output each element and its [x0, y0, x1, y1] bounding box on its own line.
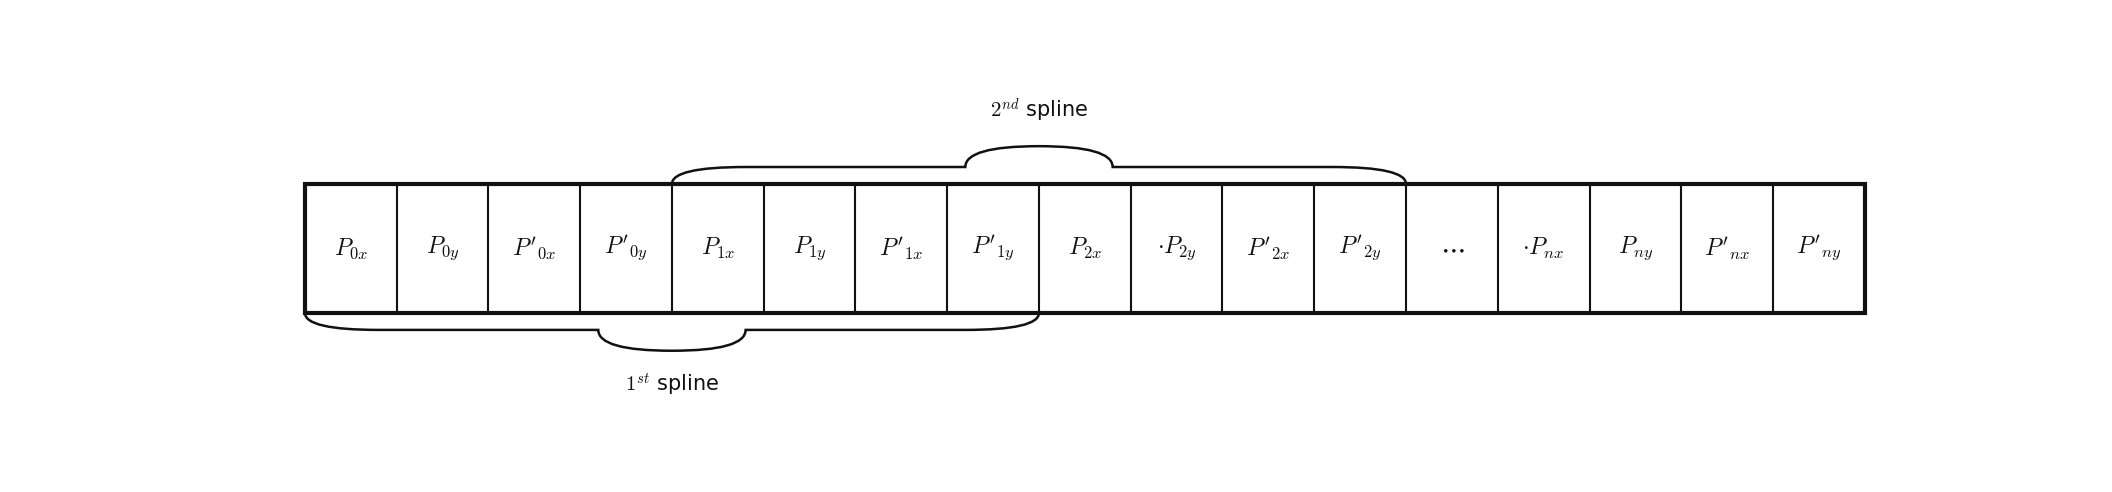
Text: $P_{0x}$: $P_{0x}$ [334, 236, 367, 261]
Text: $P'_{ny}$: $P'_{ny}$ [1797, 234, 1842, 263]
Text: $P'_{0x}$: $P'_{0x}$ [513, 235, 555, 262]
Text: $\cdot P_{2y}$: $\cdot P_{2y}$ [1157, 235, 1198, 262]
Bar [304, 184, 1865, 313]
Text: $P_{0y}$: $P_{0y}$ [427, 235, 458, 262]
Text: $P_{2x}$: $P_{2x}$ [1069, 236, 1102, 261]
Text: $1^{st}$ spline: $1^{st}$ spline [625, 371, 718, 399]
Text: $P'_{0y}$: $P'_{0y}$ [604, 234, 648, 263]
Text: $P_{1x}$: $P_{1x}$ [701, 236, 735, 261]
Text: $\cdots$: $\cdots$ [1440, 235, 1464, 262]
Text: $P'_{2x}$: $P'_{2x}$ [1246, 235, 1290, 262]
Text: $P'_{nx}$: $P'_{nx}$ [1704, 235, 1751, 262]
Text: $P_{ny}$: $P_{ny}$ [1618, 235, 1654, 262]
Text: $2^{nd}$ spline: $2^{nd}$ spline [991, 97, 1088, 125]
Text: $P'_{1x}$: $P'_{1x}$ [879, 235, 923, 262]
Text: $P'_{2y}$: $P'_{2y}$ [1339, 234, 1381, 263]
Text: $P'_{1y}$: $P'_{1y}$ [972, 234, 1016, 263]
Text: $\cdot P_{nx}$: $\cdot P_{nx}$ [1523, 236, 1565, 261]
Text: $P_{1y}$: $P_{1y}$ [792, 235, 826, 262]
